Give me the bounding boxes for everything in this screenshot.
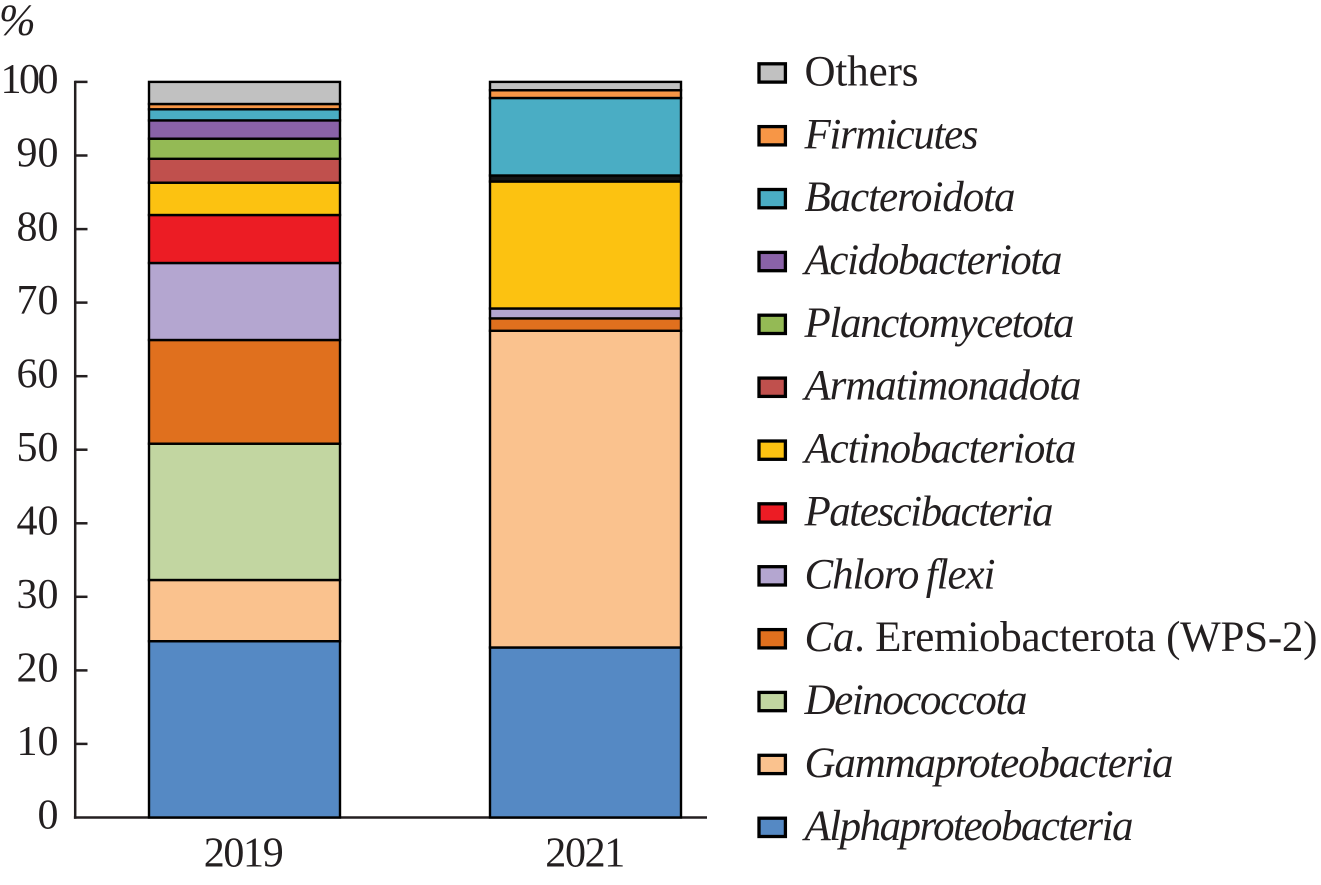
svg-text:30: 30: [17, 572, 59, 618]
svg-text:60: 60: [17, 351, 59, 397]
svg-text:Planctomycetota: Planctomycetota: [804, 300, 1075, 347]
svg-text:Gammaproteobacteria: Gammaproteobacteria: [805, 740, 1174, 787]
svg-text:Ca. Eremiobacterota (WPS-2): Ca. Eremiobacterota (WPS-2): [805, 614, 1318, 661]
svg-text:Bacteroidota: Bacteroidota: [805, 174, 1016, 221]
svg-text:Armatimonadota: Armatimonadota: [802, 363, 1082, 410]
svg-text:Acidobacteriota: Acidobacteriota: [802, 237, 1063, 284]
svg-text:40: 40: [17, 499, 59, 545]
svg-text:Actinobacteriota: Actinobacteriota: [802, 426, 1077, 473]
svg-text:%: %: [0, 0, 36, 45]
svg-text:2019: 2019: [204, 830, 284, 876]
svg-text:70: 70: [17, 278, 59, 324]
svg-text:50: 50: [17, 425, 59, 471]
svg-text:Chloro flexi: Chloro flexi: [805, 551, 996, 598]
svg-text:20: 20: [17, 646, 59, 692]
svg-text:2021: 2021: [545, 830, 625, 876]
svg-text:Deinococcota: Deinococcota: [804, 677, 1028, 724]
svg-text:80: 80: [17, 204, 59, 250]
svg-text:Alphaproteobacteria: Alphaproteobacteria: [802, 803, 1134, 850]
svg-text:Patescibacteria: Patescibacteria: [804, 489, 1054, 536]
svg-text:0: 0: [38, 793, 59, 839]
svg-text:10: 10: [17, 719, 59, 765]
svg-text:100: 100: [1, 57, 59, 103]
svg-text:Firmicutes: Firmicutes: [804, 111, 979, 158]
svg-text:90: 90: [17, 131, 59, 177]
svg-text:Others: Others: [805, 48, 919, 95]
